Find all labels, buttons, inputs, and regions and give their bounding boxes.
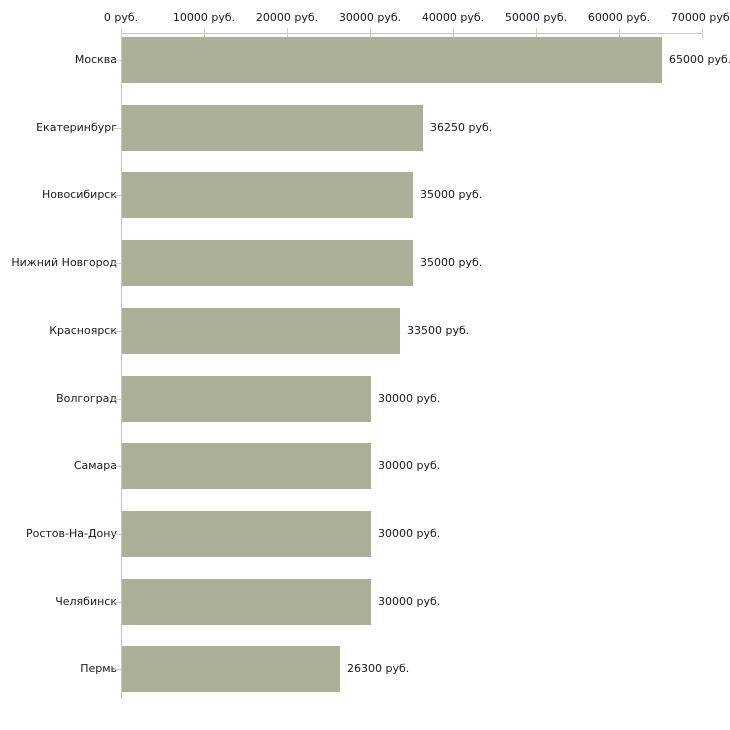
bar — [122, 578, 371, 625]
category-label: Екатеринбург — [36, 120, 117, 134]
value-label: 65000 руб. — [669, 53, 730, 66]
y-tick-mark — [114, 533, 121, 535]
x-tick-mark — [370, 28, 371, 38]
x-tick-mark — [287, 28, 288, 38]
x-tick-label: 60000 руб. — [587, 11, 651, 24]
category-label: Москва — [74, 53, 117, 66]
x-tick-label: 70000 руб. — [670, 11, 730, 24]
x-tick-label: 0 руб. — [103, 11, 139, 24]
y-tick-mark — [114, 195, 121, 197]
y-tick-mark — [114, 601, 121, 603]
y-tick-mark — [114, 669, 121, 671]
value-label: 36250 руб. — [430, 120, 493, 134]
category-label: Самара — [73, 459, 117, 473]
x-tick-label: 20000 руб. — [255, 11, 319, 24]
y-tick-mark — [114, 398, 121, 400]
value-label: 35000 руб. — [420, 256, 483, 270]
x-tick-mark — [204, 28, 205, 38]
category-label: Новосибирск — [41, 188, 117, 202]
value-label: 30000 руб. — [378, 594, 441, 608]
value-label: 26300 руб. — [347, 662, 410, 676]
x-tick-label: 30000 руб. — [338, 11, 402, 24]
x-tick-mark — [453, 28, 454, 38]
x-tick-mark — [121, 28, 122, 38]
bar — [122, 510, 371, 557]
category-label: Красноярск — [49, 323, 117, 337]
category-label: Нижний Новгород — [11, 256, 117, 270]
value-label: 33500 руб. — [407, 323, 470, 337]
value-label: 30000 руб. — [378, 459, 441, 473]
bar — [122, 37, 662, 83]
bar — [122, 104, 423, 151]
x-tick-mark — [702, 28, 703, 38]
y-axis-line — [121, 33, 122, 699]
value-label: 30000 руб. — [378, 526, 441, 540]
x-tick-label: 10000 руб. — [172, 11, 236, 24]
x-tick-mark — [619, 28, 620, 38]
y-tick-mark — [114, 466, 121, 468]
y-tick-mark — [114, 330, 121, 332]
x-tick-label: 50000 руб. — [504, 11, 568, 24]
y-tick-mark — [114, 60, 121, 61]
y-tick-mark — [114, 263, 121, 265]
bar — [122, 307, 400, 354]
bar — [122, 646, 340, 693]
bar — [122, 172, 413, 219]
category-label: Челябинск — [55, 594, 117, 608]
category-label: Пермь — [80, 662, 117, 676]
bar — [122, 443, 371, 490]
y-tick-mark — [114, 127, 121, 129]
x-tick-mark — [536, 28, 537, 38]
value-label: 30000 руб. — [378, 391, 441, 405]
category-label: Волгоград — [56, 391, 117, 405]
bar — [122, 240, 413, 287]
bar — [122, 375, 371, 422]
category-label: Ростов-На-Дону — [25, 526, 117, 540]
x-tick-label: 40000 руб. — [421, 11, 485, 24]
x-axis-line — [121, 33, 703, 34]
value-label: 35000 руб. — [420, 188, 483, 202]
